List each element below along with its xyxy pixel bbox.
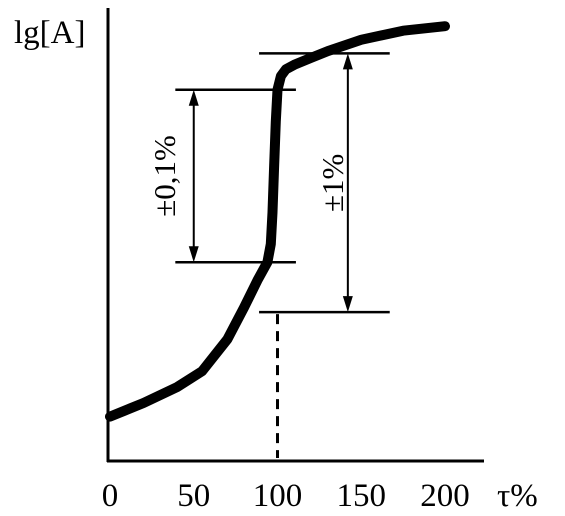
x-axis-label: τ% <box>497 478 538 514</box>
annotation-arrow-head-up <box>188 89 199 106</box>
x-tick-label: 0 <box>102 478 119 514</box>
y-axis-label: lg[A] <box>14 15 85 51</box>
annotation-label: ±1% <box>315 154 350 212</box>
x-tick-label: 50 <box>177 478 210 514</box>
x-tick-label: 200 <box>420 478 470 514</box>
x-tick-label: 150 <box>337 478 387 514</box>
annotation-arrow-head-down <box>342 296 353 313</box>
annotation-arrow-head-up <box>342 53 353 70</box>
annotation-label: ±0,1% <box>147 135 182 217</box>
x-tick-label: 100 <box>253 478 303 514</box>
annotation-arrow-head-down <box>188 246 199 263</box>
series-line <box>105 21 450 422</box>
